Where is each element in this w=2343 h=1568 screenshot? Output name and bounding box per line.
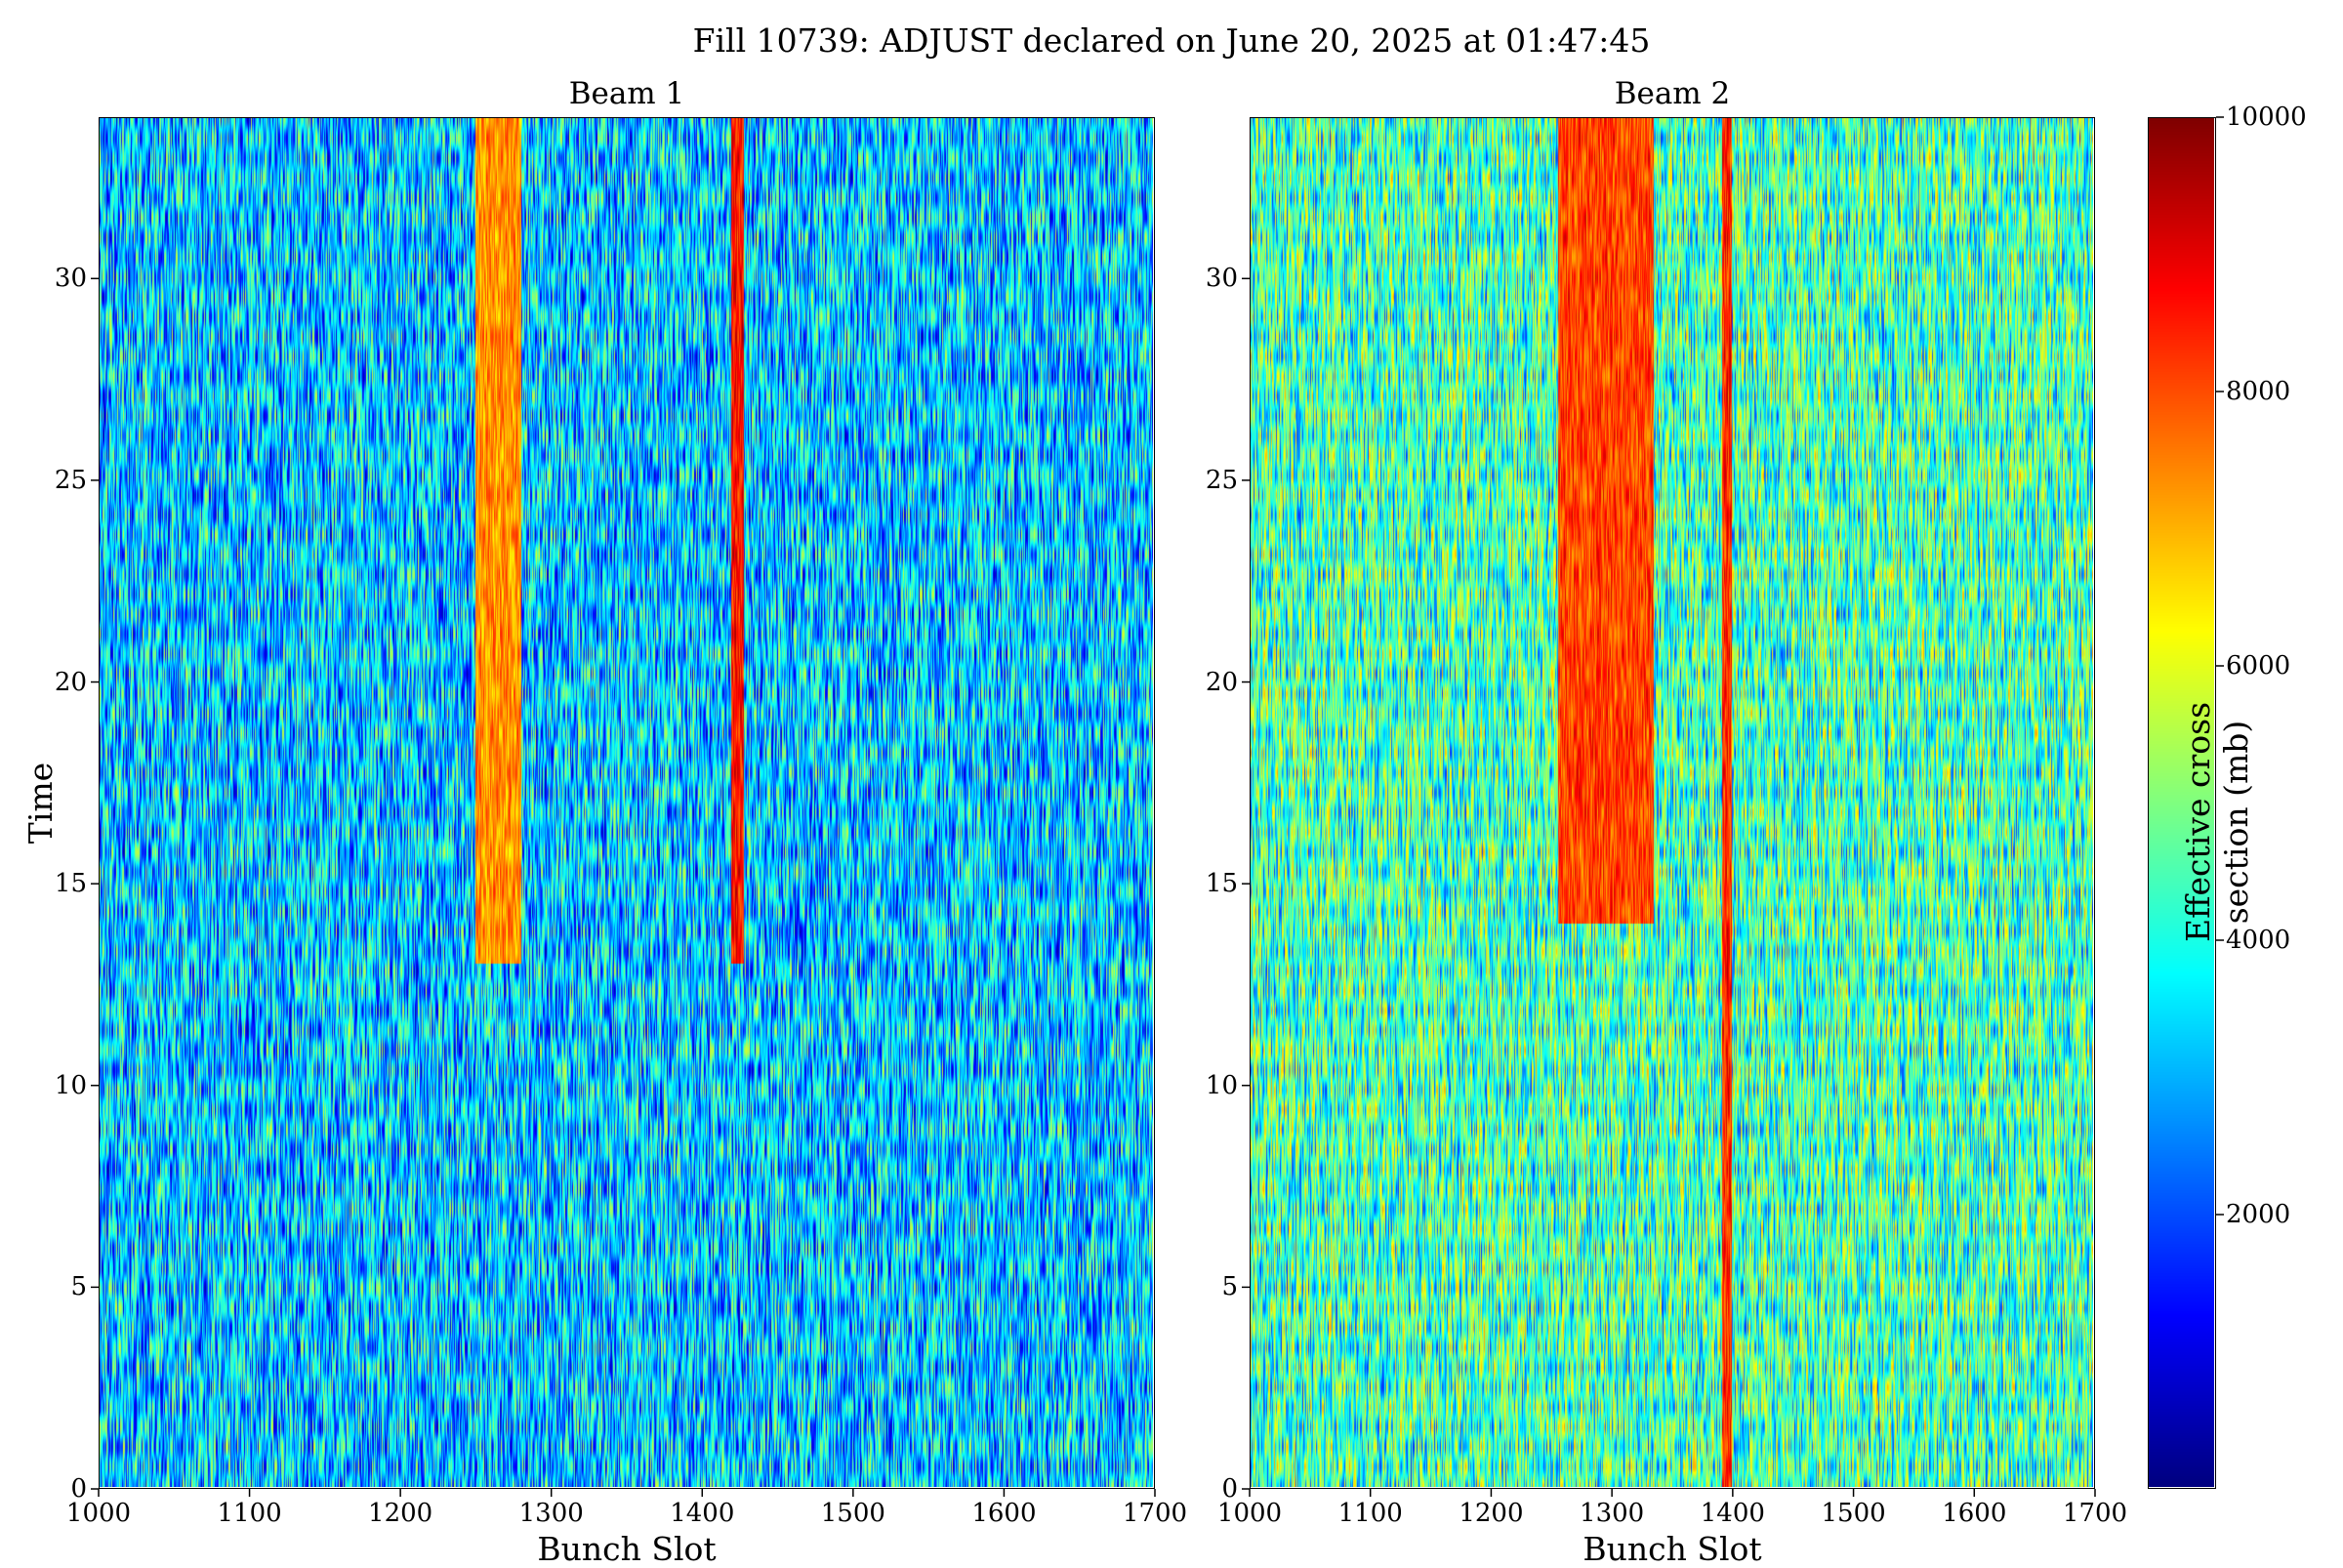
beam2-y-tick-label: 5 <box>1221 1272 1238 1302</box>
beam1-x-tick-label: 1500 <box>820 1499 885 1528</box>
beam1-y-tick-label: 25 <box>54 465 87 495</box>
beam1-panel-title: Beam 1 <box>568 76 685 111</box>
beam2-y-tick-label: 20 <box>1205 667 1238 697</box>
beam2-x-tick-label: 1400 <box>1700 1499 1765 1528</box>
colorbar-gradient <box>2149 118 2214 1487</box>
colorbar-tick-label: 8000 <box>2226 377 2291 406</box>
colorbar-tick-label: 6000 <box>2226 651 2291 681</box>
beam1-x-tick-label: 1400 <box>670 1499 735 1528</box>
beam1-x-tick-label: 1100 <box>217 1499 282 1528</box>
figure-title: Fill 10739: ADJUST declared on June 20, … <box>692 21 1651 60</box>
beam2-heatmap-canvas <box>1251 118 2093 1487</box>
beam2-x-tick-label: 1200 <box>1459 1499 1524 1528</box>
beam1-y-tick-label: 30 <box>54 264 87 294</box>
beam1-y-tick-label: 10 <box>54 1070 87 1100</box>
colorbar-tick-label: 4000 <box>2226 926 2291 955</box>
beam1-y-tick-label: 0 <box>70 1474 87 1504</box>
beam1-y-tick-label: 15 <box>54 869 87 899</box>
beam1-heatmap-canvas <box>100 118 1153 1487</box>
beam1-x-tick-label: 1000 <box>65 1499 132 1528</box>
beam2-heatmap <box>1250 117 2095 1489</box>
beam2-y-tick-label: 10 <box>1205 1070 1238 1100</box>
beam2-x-tick-label: 1300 <box>1580 1499 1645 1528</box>
beam2-y-tick-label: 25 <box>1205 465 1238 495</box>
colorbar-tick-label: 2000 <box>2226 1200 2291 1229</box>
beam2-x-tick-label: 1700 <box>2062 1499 2128 1528</box>
beam2-x-tick-label: 1500 <box>1821 1499 1886 1528</box>
beam1-heatmap <box>99 117 1155 1489</box>
beam1-x-tick-label: 1600 <box>971 1499 1037 1528</box>
beam2-x-tick-label: 1000 <box>1216 1499 1283 1528</box>
colorbar-tick-label: 10000 <box>2226 103 2307 132</box>
beam2-x-tick-label: 1600 <box>1942 1499 2007 1528</box>
beam2-y-tick-label: 0 <box>1221 1474 1238 1504</box>
beam2-y-tick-label: 30 <box>1205 264 1238 294</box>
beam1-x-tick-label: 1200 <box>368 1499 433 1528</box>
beam2-panel-title: Beam 2 <box>1614 76 1731 111</box>
beam1-x-tick-label: 1300 <box>518 1499 584 1528</box>
beam1-y-tick-label: 5 <box>70 1272 87 1302</box>
beam1-y-tick-label: 20 <box>54 667 87 697</box>
beam2-x-tick-label: 1100 <box>1337 1499 1403 1528</box>
beam2-y-tick-label: 15 <box>1205 869 1238 899</box>
beam1-x-tick-label: 1700 <box>1122 1499 1188 1528</box>
colorbar <box>2148 117 2216 1489</box>
